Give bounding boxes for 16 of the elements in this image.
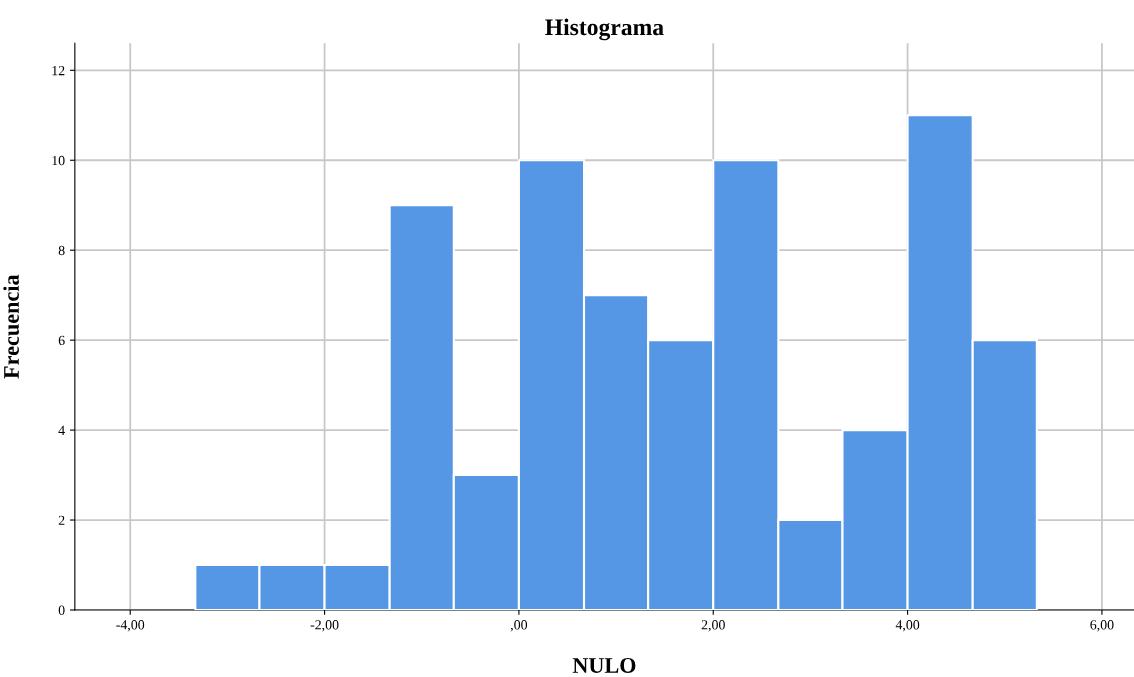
x-axis-title: NULO	[572, 658, 636, 673]
y-tick-label: 2	[58, 515, 65, 525]
x-tick-label: ,00	[510, 620, 528, 632]
x-tick-label: -2,00	[310, 620, 339, 632]
x-tick-label: 2,00	[701, 620, 725, 632]
y-tick-label: 0	[58, 605, 65, 615]
x-tick-label: 4,00	[895, 620, 920, 632]
y-tick-label: 10	[52, 155, 65, 166]
y-tick-label: 12	[52, 65, 65, 76]
x-tick-label: -4,00	[116, 620, 145, 632]
y-tick-label: 6	[58, 335, 65, 346]
y-tick-label: 8	[58, 245, 65, 256]
y-tick-label: 4	[58, 425, 65, 435]
chart-title: Histograma	[545, 18, 664, 41]
y-axis-title: Frecuencia	[3, 274, 19, 379]
x-tick-label: 6,00	[1090, 620, 1114, 632]
